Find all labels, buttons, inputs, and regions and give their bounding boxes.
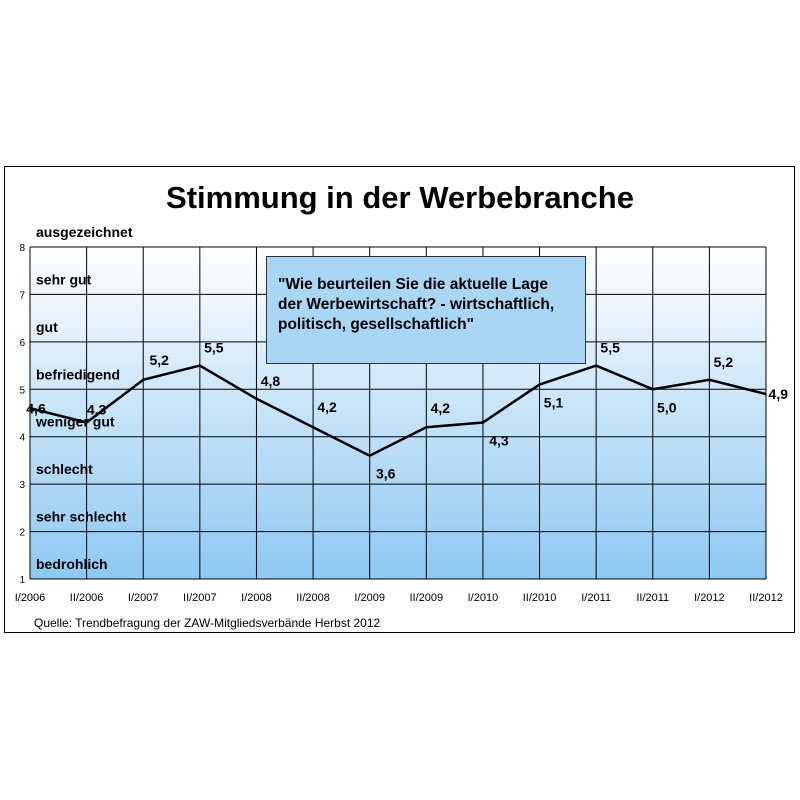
y-tick-label: 3	[19, 480, 25, 491]
rating-category-label: ausgezeichnet	[36, 224, 133, 240]
rating-category-label: befriedigend	[36, 366, 120, 382]
data-label: 5,1	[544, 395, 564, 411]
data-label: 5,5	[600, 340, 620, 356]
chart-title: Stimmung in der Werbebranche	[166, 180, 634, 215]
x-tick-label: I/2009	[354, 592, 385, 604]
data-label: 5,0	[657, 399, 677, 415]
y-tick-label: 1	[19, 575, 25, 586]
y-tick-label: 4	[19, 433, 25, 444]
x-tick-label: II/2007	[183, 592, 217, 604]
y-tick-label: 5	[19, 385, 25, 396]
y-axis-ticks: 1 2 3 4 5 6 7 8	[19, 243, 25, 586]
rating-category-label: sehr schlecht	[36, 509, 127, 525]
x-tick-label: I/2008	[241, 592, 272, 604]
series-line	[29, 364, 767, 458]
data-label: 4,8	[261, 373, 281, 389]
x-tick-label: II/2010	[523, 592, 557, 604]
series-line-path	[29, 364, 767, 458]
data-label: 4,2	[317, 399, 337, 415]
x-tick-label: I/2006	[15, 592, 46, 604]
x-tick-label: I/2010	[468, 592, 499, 604]
data-label: 4,9	[769, 386, 789, 402]
y-tick-label: 8	[19, 243, 25, 254]
x-tick-label: II/2012	[749, 592, 783, 604]
data-label: 4,3	[489, 432, 509, 448]
data-label: 4,3	[87, 401, 107, 417]
data-label: 4,2	[431, 400, 451, 416]
data-label: 5,2	[149, 352, 169, 368]
y-tick-label: 7	[19, 290, 25, 301]
x-tick-label: II/2011	[636, 592, 669, 604]
x-tick-label: I/2007	[128, 592, 159, 604]
x-tick-label: II/2008	[296, 592, 330, 604]
rating-category-label: sehr gut	[36, 271, 92, 287]
data-label: 4,6	[26, 400, 46, 416]
x-tick-label: I/2011	[581, 592, 611, 604]
source-note: Quelle: Trendbefragung der ZAW-Mitglieds…	[34, 616, 381, 630]
data-label: 3,6	[376, 466, 396, 482]
rating-category-label: schlecht	[36, 461, 93, 477]
data-label: 5,5	[204, 340, 224, 356]
x-axis-ticks: I/2006 II/2006 I/2007 II/2007 I/2008 II/2008 I…	[15, 592, 783, 604]
question-annotation: "Wie beurteilen Sie die aktuelle Lage de…	[266, 256, 586, 364]
data-labels: 4,6 4,3 5,2 5,5 4,8 4,2 3,6 4,2 4,3 5,1 5,5 5,0 5,2 4…	[26, 340, 788, 482]
x-tick-label: II/2009	[409, 592, 443, 604]
rating-category-label: bedrohlich	[36, 556, 108, 572]
rating-category-label: gut	[36, 319, 58, 335]
data-label: 5,2	[714, 354, 734, 370]
x-tick-label: II/2006	[70, 592, 104, 604]
y-tick-label: 2	[19, 528, 25, 539]
y-tick-label: 6	[19, 338, 25, 349]
x-tick-label: I/2012	[694, 592, 725, 604]
